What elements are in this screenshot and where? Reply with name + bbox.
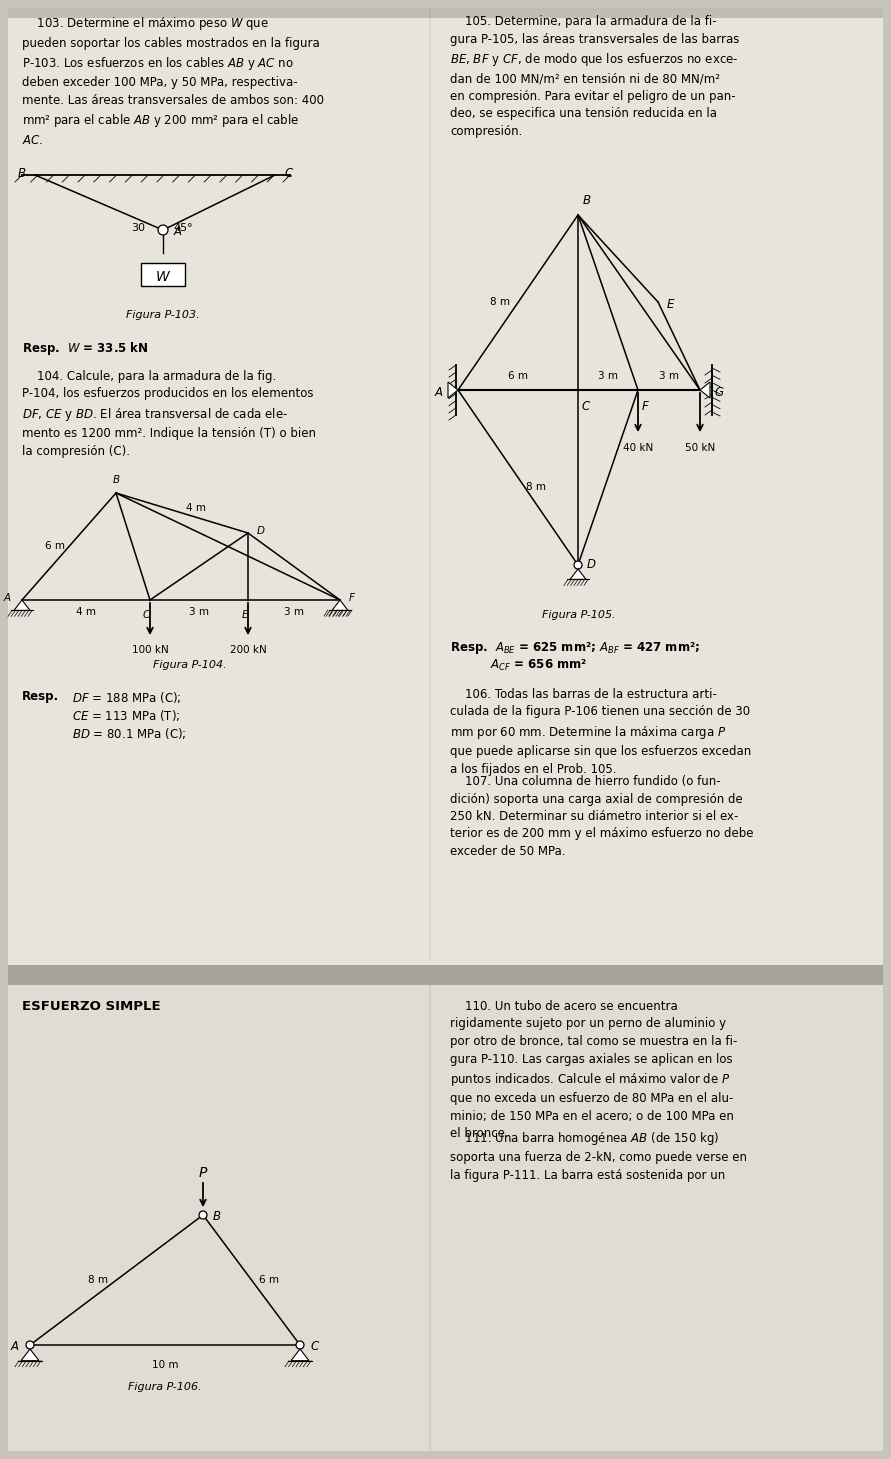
Text: 105. Determine, para la armadura de la fi-
gura P-105, las áreas transversales d: 105. Determine, para la armadura de la f… [450, 15, 740, 139]
Text: 107. Una columna de hierro fundido (o fun-
dición) soporta una carga axial de co: 107. Una columna de hierro fundido (o fu… [450, 775, 754, 858]
Text: $B$: $B$ [212, 1211, 221, 1224]
Text: $E$: $E$ [241, 608, 249, 620]
Text: $B$: $B$ [111, 473, 120, 484]
Text: 104. Calcule, para la armadura de la fig.
P-104, los esfuerzos producidos en los: 104. Calcule, para la armadura de la fig… [22, 371, 316, 458]
Text: 40 kN: 40 kN [623, 444, 653, 452]
Text: Figura P-104.: Figura P-104. [153, 659, 227, 670]
Text: $A$: $A$ [173, 225, 183, 238]
Text: 3 m: 3 m [598, 371, 618, 381]
Text: $B$: $B$ [17, 166, 26, 179]
Text: $F$: $F$ [348, 591, 356, 603]
Text: 100 kN: 100 kN [132, 645, 168, 655]
Text: 30: 30 [131, 223, 145, 233]
Polygon shape [332, 600, 348, 610]
Circle shape [199, 1211, 207, 1220]
Polygon shape [291, 1350, 309, 1361]
Text: $C$: $C$ [581, 400, 591, 413]
Text: Figura P-103.: Figura P-103. [127, 309, 200, 320]
Polygon shape [14, 600, 30, 610]
FancyBboxPatch shape [8, 7, 883, 18]
Polygon shape [700, 382, 710, 398]
Text: Figura P-105.: Figura P-105. [543, 610, 616, 620]
Circle shape [26, 1341, 34, 1350]
Text: $P$: $P$ [198, 1166, 208, 1180]
Text: $CE$ = 113 MPa (T);: $CE$ = 113 MPa (T); [72, 708, 180, 724]
Text: Resp.: Resp. [22, 690, 59, 703]
Text: Figura P-106.: Figura P-106. [128, 1382, 202, 1392]
Text: 200 kN: 200 kN [230, 645, 266, 655]
Text: $E$: $E$ [666, 298, 675, 311]
Text: $G$: $G$ [714, 385, 724, 398]
Text: 6 m: 6 m [259, 1275, 279, 1285]
Text: 3 m: 3 m [284, 607, 304, 617]
FancyBboxPatch shape [141, 263, 185, 286]
Text: 103. Determine el máximo peso $W$ que
pueden soportar los cables mostrados en la: 103. Determine el máximo peso $W$ que pu… [22, 15, 324, 147]
Polygon shape [570, 569, 586, 579]
FancyBboxPatch shape [8, 985, 883, 1452]
Text: $A$: $A$ [434, 385, 444, 398]
Text: 8 m: 8 m [490, 298, 510, 306]
Text: 45°: 45° [173, 223, 192, 233]
Text: $B$: $B$ [582, 194, 592, 207]
Text: $A$: $A$ [10, 1341, 20, 1354]
Text: 8 m: 8 m [88, 1275, 108, 1285]
Text: $BD$ = 80.1 MPa (C);: $BD$ = 80.1 MPa (C); [72, 727, 186, 741]
Circle shape [158, 225, 168, 235]
FancyBboxPatch shape [8, 7, 883, 1452]
Text: $F$: $F$ [641, 400, 650, 413]
Polygon shape [21, 1350, 39, 1361]
Text: $W$: $W$ [155, 270, 171, 285]
FancyBboxPatch shape [8, 964, 883, 985]
Text: 4 m: 4 m [76, 607, 96, 617]
Text: $C$: $C$ [143, 608, 151, 620]
Text: 4 m: 4 m [186, 503, 206, 514]
Circle shape [296, 1341, 304, 1350]
Text: $D$: $D$ [586, 559, 596, 572]
Text: 6 m: 6 m [45, 541, 65, 552]
Text: $A$: $A$ [3, 591, 12, 603]
Text: $C$: $C$ [310, 1341, 320, 1354]
Text: $C$: $C$ [284, 166, 294, 179]
Text: $DF$ = 188 MPa (C);: $DF$ = 188 MPa (C); [72, 690, 182, 705]
Text: 6 m: 6 m [508, 371, 528, 381]
Text: 111. Una barra homogénea $AB$ (de 150 kg)
soporta una fuerza de 2-kN, como puede: 111. Una barra homogénea $AB$ (de 150 kg… [450, 1131, 747, 1182]
Text: 10 m: 10 m [151, 1360, 178, 1370]
Text: 3 m: 3 m [659, 371, 679, 381]
Text: 50 kN: 50 kN [685, 444, 715, 452]
Text: Resp.  $A_{BE}$ = 625 mm²; $A_{BF}$ = 427 mm²;: Resp. $A_{BE}$ = 625 mm²; $A_{BF}$ = 427… [450, 641, 700, 657]
Text: 106. Todas las barras de la estructura arti-
culada de la figura P-106 tienen un: 106. Todas las barras de la estructura a… [450, 689, 751, 776]
Text: ESFUERZO SIMPLE: ESFUERZO SIMPLE [22, 999, 160, 1013]
Polygon shape [448, 382, 458, 398]
Text: $D$: $D$ [256, 524, 266, 535]
Circle shape [574, 562, 582, 569]
Text: $A_{CF}$ = 656 mm²: $A_{CF}$ = 656 mm² [450, 658, 587, 673]
Text: 110. Un tubo de acero se encuentra
rigidamente sujeto por un perno de aluminio y: 110. Un tubo de acero se encuentra rigid… [450, 999, 738, 1141]
Text: Resp.  $W$ = 33.5 kN: Resp. $W$ = 33.5 kN [22, 340, 149, 357]
Text: 8 m: 8 m [526, 481, 546, 492]
Text: 3 m: 3 m [189, 607, 209, 617]
